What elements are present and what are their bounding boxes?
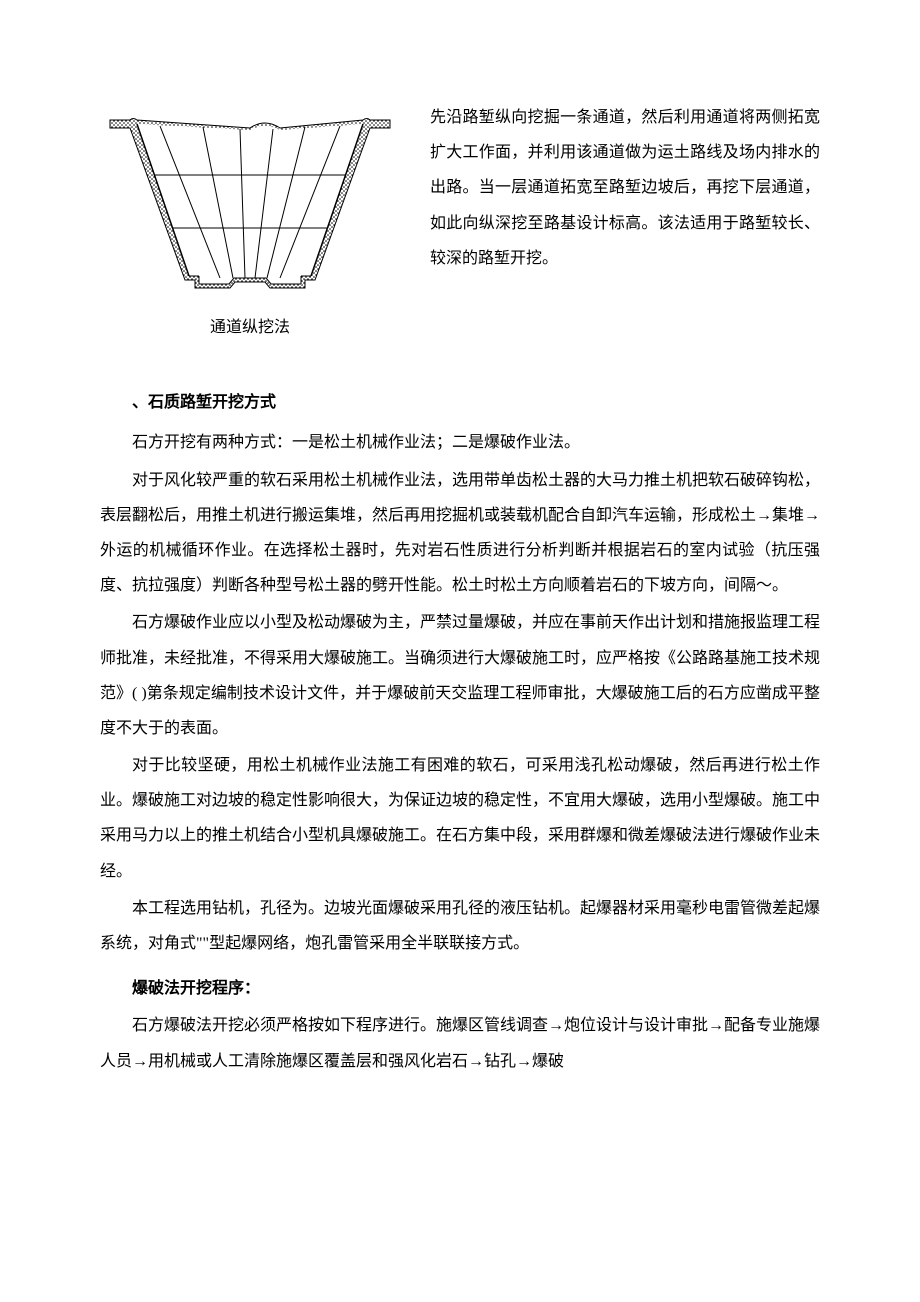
paragraph-5: 本工程选用钻机，孔径为。边坡光面爆破采用孔径的液压钻机。起爆器材采用毫秒电雷管微… [100, 891, 820, 961]
paragraph-3: 石方爆破作业应以小型及松动爆破为主，严禁过量爆破，并应在事前天作出计划和措施报监… [100, 605, 820, 746]
section-heading: 石质路堑开挖方式 [100, 385, 820, 420]
top-section: 通道纵挖法 先沿路堑纵向挖掘一条通道，然后利用通道将两侧拓宽扩大工作面，并利用该… [100, 100, 820, 345]
diagram-caption: 通道纵挖法 [100, 310, 400, 345]
top-paragraph: 先沿路堑纵向挖掘一条通道，然后利用通道将两侧拓宽扩大工作面，并利用该通道做为运土… [430, 100, 820, 345]
sub-paragraph-1: 石方爆破法开挖必须严格按如下程序进行。施爆区管线调查→炮位设计与设计审批→配备专… [100, 1008, 820, 1078]
paragraph-2: 对于风化较严重的软石采用松土机械作业法，选用带单齿松土器的大马力推土机把软石破碎… [100, 463, 820, 604]
paragraph-1: 石方开挖有两种方式：一是松土机械作业法；二是爆破作业法。 [100, 425, 820, 460]
paragraph-4: 对于比较坚硬，用松土机械作业法施工有困难的软石，可采用浅孔松动爆破，然后再进行松… [100, 748, 820, 889]
diagram-container: 通道纵挖法 [100, 100, 400, 345]
sub-heading: 爆破法开挖程序： [100, 971, 820, 1006]
excavation-diagram [105, 100, 395, 295]
